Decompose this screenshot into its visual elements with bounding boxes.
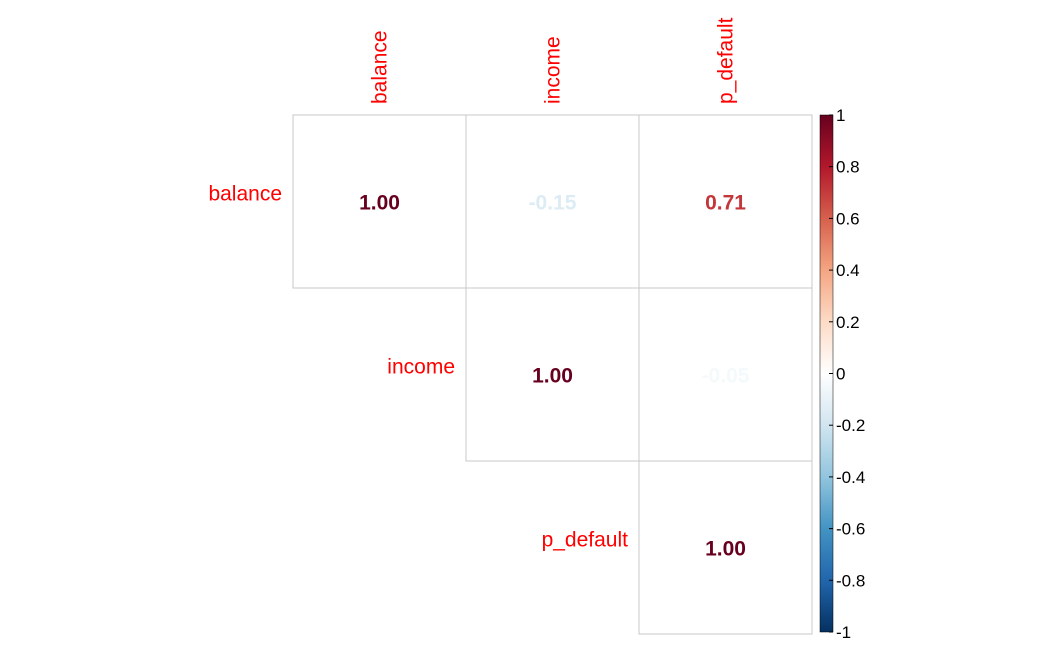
- value-label-balance-balance: 1.00: [359, 192, 400, 215]
- colorbar-tick-label: -0.8: [836, 571, 865, 590]
- colorbar-tick-label: 0.8: [836, 158, 860, 177]
- cell-income-income: [465, 287, 640, 462]
- colorbar-tick-label: 0: [836, 365, 845, 384]
- correlation-cells: 1.00 -0.15 0.71 1.00 -0.05 1.00: [292, 114, 813, 635]
- colorbar-tick-label: -1: [836, 623, 851, 642]
- cell-p_default-p_default: [638, 460, 813, 635]
- column-label-p_default: p_default: [715, 17, 738, 104]
- colorbar: 1 0.8 0.6 0.4 0.2 0 -0.2 -0.4 -0.6 -0.8 -1: [819, 106, 865, 642]
- value-label-income-income: 1.00: [532, 365, 573, 388]
- colorbar-tick-label: 1: [836, 106, 845, 125]
- cell-balance-balance: [292, 114, 467, 289]
- colorbar-tick-label: 0.6: [836, 209, 860, 228]
- cell-balance-income: [465, 114, 640, 289]
- colorbar-tick-label: -0.6: [836, 520, 865, 539]
- value-label-balance-income: -0.15: [529, 192, 577, 215]
- row-label-balance: balance: [208, 183, 282, 206]
- cell-balance-p_default: [638, 114, 813, 289]
- value-label-income-p_default: -0.05: [702, 365, 750, 388]
- colorbar-tick-label: -0.4: [836, 468, 865, 487]
- column-label-balance: balance: [369, 30, 392, 104]
- variable-labels: balance income p_defaultbalanceincomep_def…: [208, 17, 737, 551]
- row-label-income: income: [387, 356, 455, 379]
- value-label-balance-p_default: 0.71: [705, 192, 746, 215]
- value-label-p_default-p_default: 1.00: [705, 538, 746, 561]
- column-label-income: income: [542, 36, 565, 104]
- colorbar-tick-label: -0.2: [836, 416, 865, 435]
- cell-income-p_default: [638, 287, 813, 462]
- colorbar-tick-label: 0.4: [836, 261, 860, 280]
- row-label-p_default: p_default: [542, 529, 629, 552]
- colorbar-tick-label: 0.2: [836, 313, 860, 332]
